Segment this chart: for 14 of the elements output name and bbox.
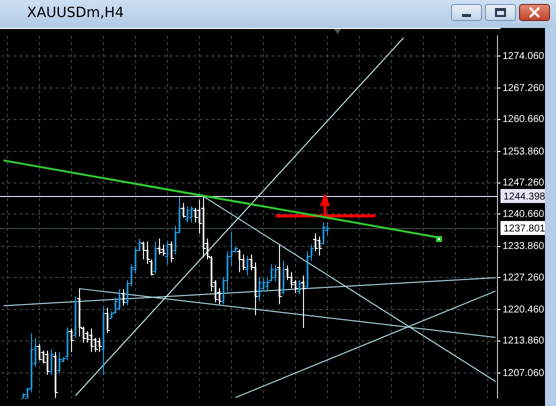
ref-line-label: 1244.398 [504, 191, 546, 202]
y-tick-label: 1247.260 [502, 178, 545, 189]
y-tick-label: 1267.260 [502, 82, 545, 94]
ref-line-label: 1237.801 [504, 223, 546, 234]
y-tick-label: 1227.260 [502, 272, 545, 284]
y-tick-label: 1274.060 [502, 50, 545, 62]
chart-title: XAUUSDm,H4 [27, 5, 124, 21]
y-tick-label: 1253.860 [502, 146, 545, 158]
y-tick-label: 1213.860 [502, 336, 545, 347]
y-tick-label: 1233.860 [502, 241, 545, 252]
y-tick-label: 1260.660 [502, 114, 545, 126]
y-tick-label: 1220.460 [502, 304, 545, 316]
y-tick-label: 1207.060 [502, 368, 545, 379]
y-tick-label: 1240.660 [502, 208, 545, 220]
